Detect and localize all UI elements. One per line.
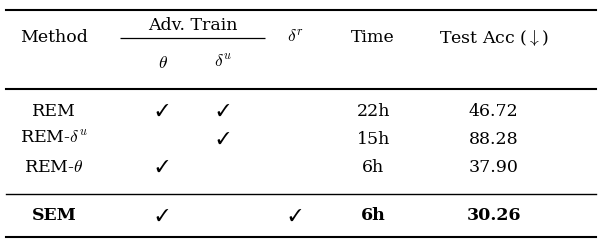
Text: $\checkmark$: $\checkmark$ (155, 159, 170, 176)
Text: 30.26: 30.26 (467, 207, 521, 224)
Text: 46.72: 46.72 (469, 102, 518, 120)
Text: $\theta$: $\theta$ (158, 55, 167, 72)
Text: 22h: 22h (356, 102, 390, 120)
Text: $\checkmark$: $\checkmark$ (155, 102, 170, 120)
Text: $\checkmark$: $\checkmark$ (288, 207, 302, 224)
Text: 15h: 15h (356, 131, 390, 148)
Text: Test Acc ($\downarrow$): Test Acc ($\downarrow$) (439, 28, 548, 48)
Text: $\checkmark$: $\checkmark$ (216, 102, 230, 120)
Text: $\delta^u$: $\delta^u$ (214, 55, 232, 72)
Text: SEM: SEM (32, 207, 76, 224)
Text: 6h: 6h (362, 159, 384, 176)
Text: $\delta^r$: $\delta^r$ (287, 29, 303, 46)
Text: 6h: 6h (361, 207, 386, 224)
Text: REM-$\delta^u$: REM-$\delta^u$ (20, 131, 88, 148)
Text: $\checkmark$: $\checkmark$ (155, 207, 170, 224)
Text: Time: Time (352, 29, 395, 46)
Text: $\checkmark$: $\checkmark$ (216, 131, 230, 148)
Text: REM: REM (33, 102, 76, 120)
Text: Adv. Train: Adv. Train (148, 17, 237, 34)
Text: REM-$\theta$: REM-$\theta$ (25, 159, 84, 176)
Text: 88.28: 88.28 (469, 131, 518, 148)
Text: 37.90: 37.90 (469, 159, 518, 176)
Text: Method: Method (20, 29, 88, 46)
